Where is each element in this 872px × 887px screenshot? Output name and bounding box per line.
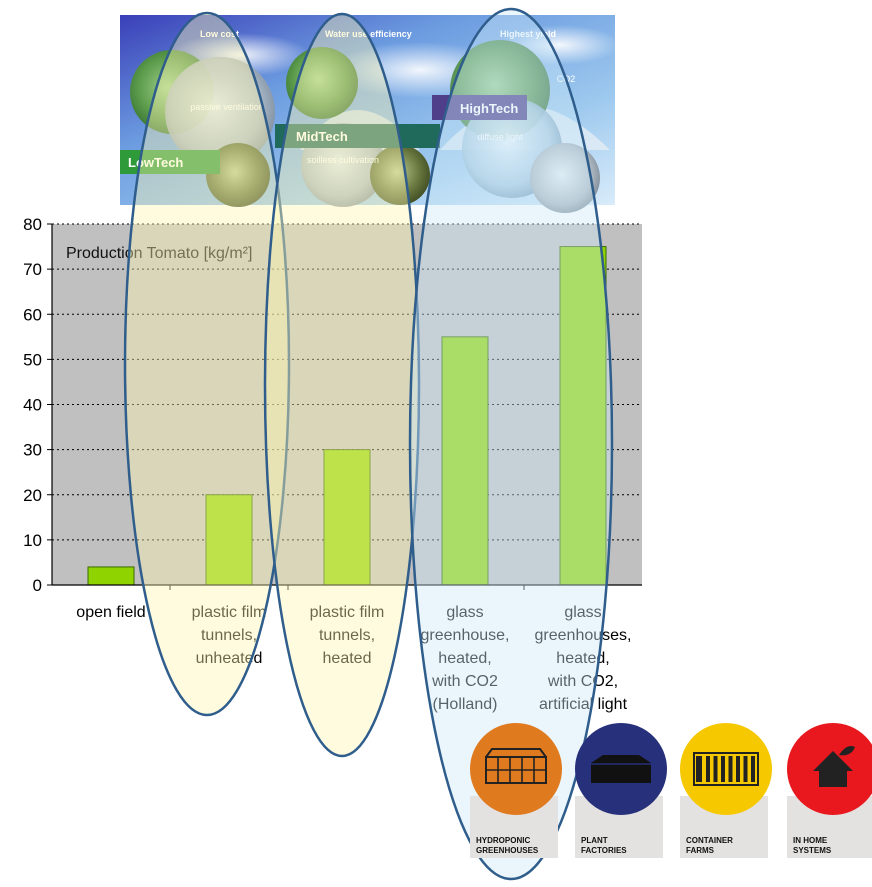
icon-label: HYDROPONIC: [476, 836, 530, 845]
y-tick-label: 80: [23, 215, 42, 234]
y-tick-label: 40: [23, 396, 42, 415]
container-icon: [693, 752, 759, 786]
icon-label: CONTAINER: [686, 836, 733, 845]
banner-top-label: Low cost: [200, 29, 239, 39]
tier-label-lowtech: LowTech: [128, 155, 183, 170]
category-label: greenhouse,: [421, 627, 510, 644]
chart-title: Production Tomato [kg/m²]: [66, 245, 252, 262]
category-label: plastic film: [310, 604, 385, 621]
tier-label-midtech: MidTech: [296, 129, 348, 144]
icon-label: GREENHOUSES: [476, 846, 539, 855]
co2-photo: [530, 143, 600, 213]
category-label: open field: [76, 604, 145, 621]
bar: [205, 494, 253, 586]
icon-badge: [470, 723, 562, 815]
tier-band-lowtech: [120, 150, 220, 174]
house-icon: [813, 746, 855, 787]
y-tick-label: 20: [23, 486, 42, 505]
photo-label: diffuse light: [477, 132, 523, 142]
category-label: with CO2: [431, 673, 498, 690]
greenhouse-banner: Low cost Water use efficiency Highest yi…: [120, 15, 620, 213]
highlight-ellipse-hightech: [408, 7, 614, 881]
farm-type-icons: HYDROPONICGREENHOUSESPLANTFACTORIESCONTA…: [470, 723, 872, 858]
icon-label: SYSTEMS: [793, 846, 832, 855]
category-labels: open field plastic film tunnels, unheated pl…: [76, 585, 631, 713]
category-label: heated: [323, 650, 372, 667]
bar: [441, 336, 489, 586]
category-label: tunnels,: [201, 627, 257, 644]
tier-label-hightech: HighTech: [460, 101, 518, 116]
bars: [87, 246, 607, 586]
y-tick-label: 0: [33, 576, 42, 595]
worker-photo: [206, 143, 270, 207]
crop-photo: [370, 145, 430, 205]
y-tick-label: 60: [23, 305, 42, 324]
category-label: with CO2,: [547, 673, 618, 690]
y-tick-label: 70: [23, 260, 42, 279]
ventilation-photo: [165, 57, 275, 167]
highlight-ellipses: [123, 7, 614, 881]
y-tick-labels: 0 10 20 30 40 50 60 70 80: [23, 215, 52, 595]
category-label: tunnels,: [319, 627, 375, 644]
highlight-ellipse-midtech: [263, 12, 421, 758]
category-label: unheated: [196, 650, 263, 667]
category-label: heated,: [438, 650, 491, 667]
y-tick-label: 10: [23, 531, 42, 550]
greenhouse-icon: [485, 748, 547, 784]
bar: [323, 449, 371, 586]
icon-label: PLANT: [581, 836, 608, 845]
icon-label: FARMS: [686, 846, 715, 855]
banner-top-label: Highest yield: [500, 29, 556, 39]
icon-label: FACTORIES: [581, 846, 627, 855]
factory-icon: [591, 755, 651, 783]
icon-label: IN HOME: [793, 836, 828, 845]
category-label: plastic film: [192, 604, 267, 621]
category-label: artificial light: [539, 696, 628, 713]
category-label: (Holland): [433, 696, 498, 713]
highlight-ellipse-lowtech: [123, 11, 291, 717]
category-label: greenhouses,: [535, 627, 632, 644]
category-label: glass: [446, 604, 483, 621]
bar-chart: 0 10 20 30 40 50 60 70 80 open field plastic film…: [23, 215, 642, 713]
y-tick-label: 30: [23, 441, 42, 460]
bar: [87, 566, 135, 586]
category-label: heated,: [556, 650, 609, 667]
y-tick-label: 50: [23, 350, 42, 369]
icon-badge: [680, 723, 772, 815]
category-label: glass: [564, 604, 601, 621]
tier-band-midtech: [275, 124, 440, 148]
photo-label: soilless cultivation: [307, 155, 379, 165]
bar: [559, 246, 607, 586]
photo-label: passive ventilation: [190, 102, 264, 112]
